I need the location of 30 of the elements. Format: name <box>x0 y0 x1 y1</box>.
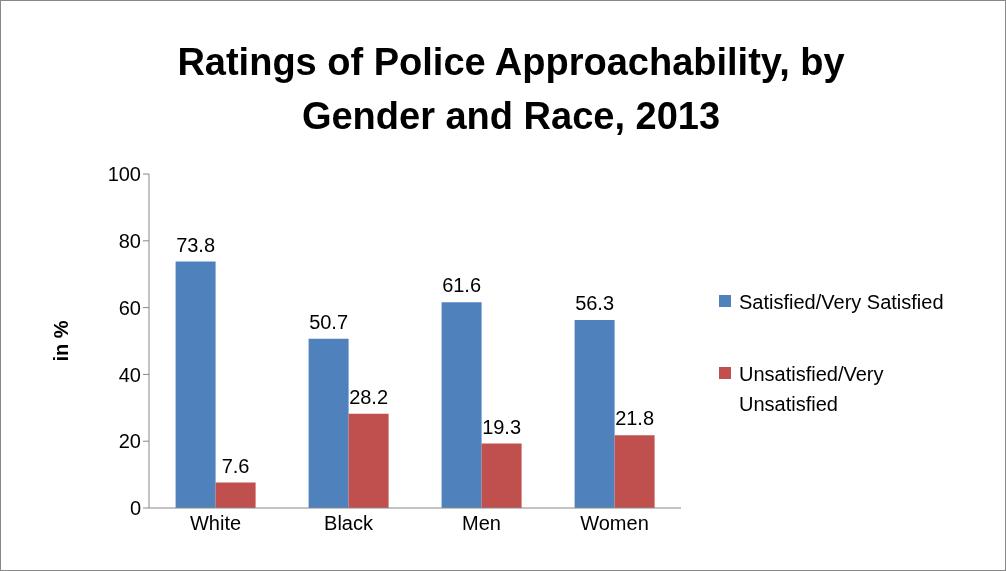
data-label: 7.6 <box>221 454 250 477</box>
y-tick-label: 80 <box>118 229 141 252</box>
bar <box>175 261 216 508</box>
bar <box>614 435 655 508</box>
data-label: 61.6 <box>442 274 482 297</box>
data-label: 28.2 <box>349 385 389 408</box>
y-tick-label: 0 <box>129 497 141 520</box>
x-tick-label: Black <box>324 512 374 535</box>
legend-label: Unsatisfied/Very Unsatisfied <box>739 362 885 417</box>
bar <box>481 443 522 508</box>
bar <box>215 482 256 508</box>
y-tick-label: 60 <box>118 296 141 319</box>
bar <box>348 413 389 508</box>
chart-title: Ratings of Police Approachability, by Gender and Race, 2013 <box>176 40 846 139</box>
x-tick-label: White <box>189 512 242 535</box>
bar <box>308 338 349 508</box>
data-label: 50.7 <box>309 310 349 333</box>
y-axis-title: in % <box>50 320 73 362</box>
x-tick-label: Women <box>580 512 649 535</box>
y-tick-label: 100 <box>107 163 141 186</box>
legend-label: Satisfied/Very Satisfied <box>739 290 945 315</box>
bar <box>574 319 615 508</box>
x-tick-label: Men <box>462 512 501 535</box>
y-tick-label: 40 <box>118 363 141 386</box>
y-tick-label: 20 <box>118 430 141 453</box>
data-label: 19.3 <box>482 415 522 438</box>
data-label: 73.8 <box>176 233 216 256</box>
data-label: 56.3 <box>575 291 615 314</box>
data-label: 21.8 <box>615 407 655 430</box>
bar <box>441 302 482 508</box>
